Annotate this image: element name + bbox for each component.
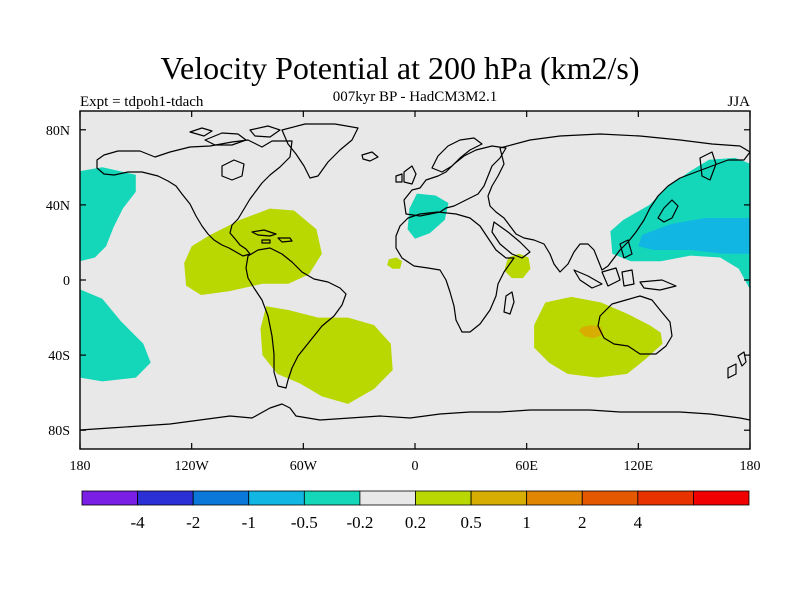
- coastline-arabia: [491, 221, 531, 259]
- coastline-arctic-islands: [189, 125, 281, 146]
- colorbar-bin: [415, 490, 472, 506]
- coastline-europe: [403, 145, 507, 217]
- colorbar-bin: [637, 490, 694, 506]
- season-label: JJA: [727, 94, 750, 110]
- field-region-east-pacific-south: [80, 289, 151, 382]
- lon-tick-label: 120E: [624, 459, 654, 474]
- lat-tick-label: 0: [63, 274, 70, 289]
- lon-tick-label: 60W: [290, 459, 318, 474]
- field-region-arabian-sea: [504, 253, 531, 279]
- colorbar-bin: [248, 490, 305, 506]
- colorbar-label: 1: [522, 513, 531, 532]
- colorbar-label: -1: [242, 513, 256, 532]
- coastline-british-isles: [395, 165, 417, 185]
- coastline-iceland: [361, 151, 379, 162]
- colorbar-bin: [526, 490, 583, 506]
- coastline-madagascar: [503, 291, 515, 315]
- lon-tick-label: 0: [412, 459, 419, 474]
- field-region-south-atlantic: [260, 306, 393, 404]
- colorbar-bin: [81, 490, 138, 506]
- colorbar-bin: [581, 490, 639, 506]
- coastline-scandinavia: [431, 137, 483, 173]
- coastline-australia: [597, 295, 673, 355]
- coastline-japan: [657, 199, 679, 223]
- colorbar-label: 0.2: [405, 513, 426, 532]
- colorbar-bin: [693, 490, 750, 506]
- figure-title: Velocity Potential at 200 hPa (km2/s): [160, 50, 640, 86]
- coastline-greenland: [281, 123, 359, 179]
- field-layer: [80, 157, 750, 404]
- colorbar: -4 -2 -1 -0.5 -0.2 0.2 0.5 1 2 4: [81, 490, 750, 532]
- coastline-caribbean: [251, 229, 293, 244]
- colorbar-label: 4: [634, 513, 643, 532]
- coastline-asia: [487, 133, 750, 273]
- figure-subtitle: 007kyr BP - HadCM3M2.1: [332, 89, 498, 105]
- lon-tick-label: 60E: [515, 459, 538, 474]
- lat-tick-label: 80N: [46, 124, 70, 139]
- colorbar-label: -4: [130, 513, 145, 532]
- colorbar-label: -0.5: [291, 513, 318, 532]
- field-region-equatorial-atlantic: [387, 257, 402, 269]
- colorbar-bin: [192, 490, 250, 506]
- colorbar-label: 2: [578, 513, 587, 532]
- coastline-hudson-bay: [221, 159, 245, 181]
- coastline-africa: [395, 211, 515, 333]
- field-region-west-pacific-core: [638, 218, 750, 254]
- coastline-layer: [80, 123, 750, 431]
- coastline-kamchatka: [699, 151, 717, 181]
- field-region-south-indian: [534, 296, 663, 378]
- field-region-mediterranean: [407, 193, 449, 239]
- coastline-south-america: [245, 247, 347, 389]
- axis-layer: 80N 40N 0 40S 80S 180 120W 60W 0 60E 120E 180: [46, 111, 761, 474]
- field-region-south-indian-core: [578, 325, 603, 339]
- coastline-antarctica: [80, 403, 750, 431]
- colorbar-bin: [303, 490, 361, 506]
- lon-tick-label: 120W: [175, 459, 210, 474]
- coastline-indonesia: [573, 239, 677, 291]
- lon-tick-label: 180: [740, 459, 761, 474]
- lon-tick-label: 180: [70, 459, 91, 474]
- field-region-americas-tropical: [184, 208, 322, 295]
- lat-tick-label: 80S: [48, 424, 70, 439]
- colorbar-bin: [137, 490, 194, 506]
- colorbar-bin: [470, 490, 528, 506]
- colorbar-label: 0.5: [460, 513, 481, 532]
- colorbar-bin: [359, 490, 416, 506]
- lat-tick-label: 40S: [48, 349, 70, 364]
- coastline-north-america: [96, 139, 293, 257]
- experiment-label: Expt = tdpoh1-tdach: [80, 94, 204, 110]
- colorbar-label: -0.2: [346, 513, 373, 532]
- coastline-new-zealand: [727, 351, 747, 379]
- map-background: [80, 111, 750, 449]
- field-region-east-pacific-north: [80, 167, 136, 262]
- lat-tick-label: 40N: [46, 199, 70, 214]
- colorbar-label: -2: [186, 513, 200, 532]
